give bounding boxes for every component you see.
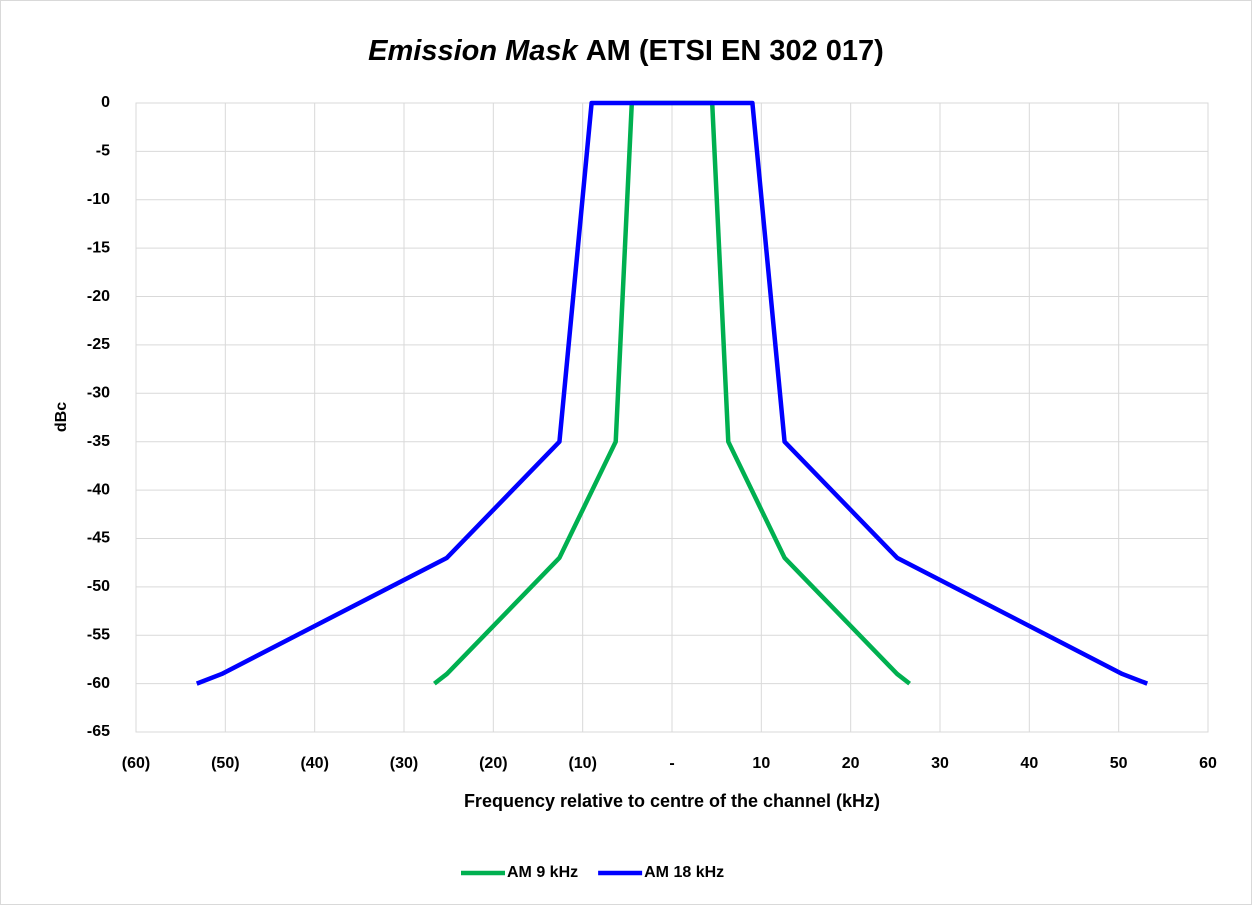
y-tick-label: -15 (87, 239, 110, 256)
x-tick-label: 60 (1199, 755, 1217, 772)
x-tick-label: 10 (752, 755, 770, 772)
series-line (195, 100, 1149, 686)
x-tick-label: - (669, 755, 674, 772)
x-tick-label: 40 (1020, 755, 1038, 772)
y-tick-label: -45 (87, 530, 110, 547)
legend: AM 9 kHz AM 18 kHz (461, 864, 724, 881)
x-tick-label: (30) (390, 755, 418, 772)
legend-label: AM 18 kHz (644, 864, 724, 881)
x-tick-label: 50 (1110, 755, 1128, 772)
x-tick-label: 20 (842, 755, 860, 772)
y-axis-label: dBc (53, 402, 70, 432)
x-tick-label: 30 (931, 755, 949, 772)
x-tick-label: (20) (479, 755, 507, 772)
y-tick-label: -20 (87, 288, 110, 305)
x-tick-label: (40) (300, 755, 328, 772)
x-axis-label: Frequency relative to centre of the chan… (464, 791, 880, 811)
y-tick-label: -60 (87, 675, 110, 692)
y-tick-label: 0 (101, 94, 110, 111)
y-tick-label: -35 (87, 433, 110, 450)
chart-title: Emission Mask AM (ETSI EN 302 017) (368, 35, 884, 67)
title-rest: AM (ETSI EN 302 017) (586, 35, 884, 67)
title-italic: Emission Mask (368, 35, 579, 67)
y-tick-label: -5 (96, 143, 110, 160)
legend-label: AM 9 kHz (507, 864, 578, 881)
x-tick-label: (50) (211, 755, 239, 772)
y-tick-label: -40 (87, 481, 110, 498)
y-tick-label: -25 (87, 336, 110, 353)
y-tick-label: -10 (87, 191, 110, 208)
x-tick-label: (60) (122, 755, 150, 772)
x-tick-label: (10) (568, 755, 596, 772)
y-tick-label: -30 (87, 385, 110, 402)
y-tick-label: -55 (87, 626, 110, 643)
y-tick-label: -50 (87, 578, 110, 595)
y-tick-label: -65 (87, 723, 110, 740)
